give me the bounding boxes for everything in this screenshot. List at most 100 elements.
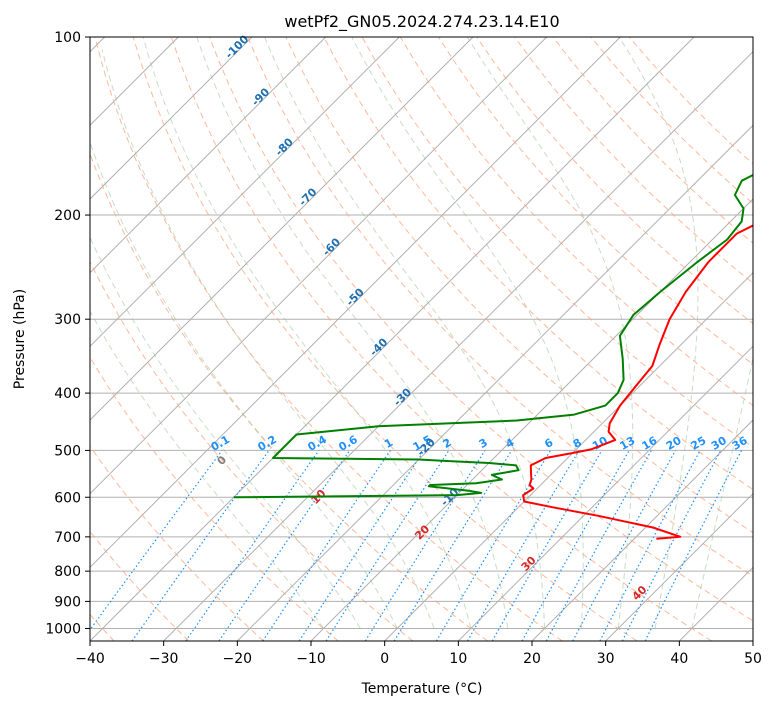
y-tick-label: 400 xyxy=(54,386,81,402)
moist-adiabat xyxy=(264,37,545,629)
profile-line xyxy=(522,224,753,540)
mixing-ratio-line xyxy=(521,450,630,641)
mixing-ratio-line xyxy=(545,450,652,641)
y-axis: 100 200 300 400 500 600 700 800 900 1000 xyxy=(45,30,90,637)
moist-adiabat xyxy=(90,236,361,629)
isotherm-label: -70 xyxy=(296,185,319,208)
isotherm-label: -60 xyxy=(320,235,343,258)
x-tick-label: −30 xyxy=(149,651,179,667)
plot-frame xyxy=(89,36,754,642)
dry-adiabat xyxy=(90,356,339,641)
mixing-ratio-line xyxy=(131,450,270,641)
isotherm-gridline xyxy=(678,566,753,641)
moist-adiabat xyxy=(196,37,509,629)
dry-adiabat xyxy=(476,37,753,325)
isotherm-gridline xyxy=(90,37,621,569)
mixing-ratio-line xyxy=(90,450,223,631)
dry-adiabat xyxy=(514,37,753,284)
chart-title: wetPf2_GN05.2024.274.23.14.E10 xyxy=(284,12,559,32)
moist-adiabat xyxy=(90,310,324,629)
moist-adiabat xyxy=(101,49,435,629)
x-tick-label: 40 xyxy=(670,651,688,667)
mixing-ratio-line xyxy=(435,450,552,641)
isotherm-gridline xyxy=(752,640,753,641)
mixing-ratio-line xyxy=(185,450,320,641)
y-tick-label: 100 xyxy=(54,30,81,46)
moist-adiabat xyxy=(466,37,634,629)
dry-adiabat xyxy=(437,37,753,365)
mixing-ratio-line xyxy=(325,450,450,641)
isotherm-gridline xyxy=(90,37,474,421)
y-tick-label: 800 xyxy=(54,564,81,580)
y-tick-label: 700 xyxy=(54,530,81,546)
moist-adiabat xyxy=(618,37,699,629)
isotherm-label: -30 xyxy=(391,385,414,408)
mixing-ratio-line xyxy=(621,450,722,641)
dry-adiabat-label: 20 xyxy=(412,522,432,542)
profile-lines xyxy=(233,173,753,540)
x-axis: −40 −30 −20 −10 0 10 20 30 40 50 xyxy=(75,641,762,667)
x-tick-label: 30 xyxy=(597,651,615,667)
x-tick-label: 20 xyxy=(523,651,541,667)
moist-adiabat xyxy=(351,37,584,629)
x-tick-label: 0 xyxy=(380,651,389,667)
x-axis-label: Temperature (°C) xyxy=(361,681,483,697)
dry-adiabat xyxy=(90,152,488,641)
x-tick-label: 10 xyxy=(449,651,467,667)
mixing-ratio-line xyxy=(218,450,351,641)
moist-adiabat xyxy=(90,140,398,629)
mixing-ratio-line xyxy=(393,450,513,641)
dry-adiabat xyxy=(323,37,753,491)
y-tick-label: 300 xyxy=(54,312,81,328)
dry-adiabat xyxy=(590,37,753,205)
isotherm-gridline xyxy=(384,271,753,641)
dry-adiabat xyxy=(90,530,190,641)
mixing-ratio-label: 2 xyxy=(441,436,454,451)
dry-adiabat xyxy=(552,37,753,244)
y-axis-label: Pressure (hPa) xyxy=(12,289,28,389)
mixing-ratio-line xyxy=(644,450,743,641)
background-reference-lines xyxy=(90,37,753,641)
isotherm-gridline xyxy=(605,492,753,641)
dry-adiabat xyxy=(90,445,264,641)
isotherm-gridline xyxy=(90,37,400,348)
mixing-ratio-label: 4 xyxy=(503,436,516,451)
x-tick-label: 50 xyxy=(744,651,762,667)
isotherm-gridline xyxy=(236,124,753,641)
profile-line xyxy=(233,173,753,499)
x-tick-label: −10 xyxy=(296,651,326,667)
y-tick-label: 500 xyxy=(54,443,81,459)
dry-adiabat xyxy=(247,37,753,577)
dry-adiabat xyxy=(132,37,638,641)
reference-line-labels: 0.1 0.2 0.4 0.6 1 1.5 2 3 4 6 8 10 13 16 20 25 30 36-100-… xyxy=(209,32,750,603)
y-tick-label: 900 xyxy=(54,594,81,610)
dry-adiabat xyxy=(209,37,753,622)
isotherm-gridline xyxy=(90,37,548,495)
isotherm-gridline xyxy=(457,345,753,641)
moist-adiabat xyxy=(142,37,472,629)
mixing-ratio-line xyxy=(262,450,391,641)
mixing-ratio-line xyxy=(599,450,701,641)
mixing-ratio-label: 3 xyxy=(477,436,490,451)
y-tick-label: 1000 xyxy=(45,621,81,637)
moist-adiabat xyxy=(691,355,753,629)
dry-adiabat xyxy=(170,37,712,641)
mixing-ratio-line xyxy=(364,450,486,641)
dry-adiabat xyxy=(285,37,753,534)
x-tick-label: −40 xyxy=(75,651,105,667)
isotherm-gridline xyxy=(90,37,695,641)
isotherm-gridline xyxy=(531,419,753,641)
dry-adiabat xyxy=(90,260,414,641)
mixing-ratio-line xyxy=(572,450,677,641)
y-tick-label: 200 xyxy=(54,208,81,224)
y-tick-label: 600 xyxy=(54,490,81,506)
isotherm-gridline xyxy=(163,50,753,641)
isotherm-label: -90 xyxy=(249,85,272,108)
dry-adiabat xyxy=(94,37,563,641)
isotherm-gridline xyxy=(90,37,253,200)
mixing-ratio-line xyxy=(298,450,425,641)
isotherm-label: -80 xyxy=(273,135,296,158)
mixing-ratio-label: 6 xyxy=(542,436,555,451)
x-tick-label: −20 xyxy=(223,651,253,667)
